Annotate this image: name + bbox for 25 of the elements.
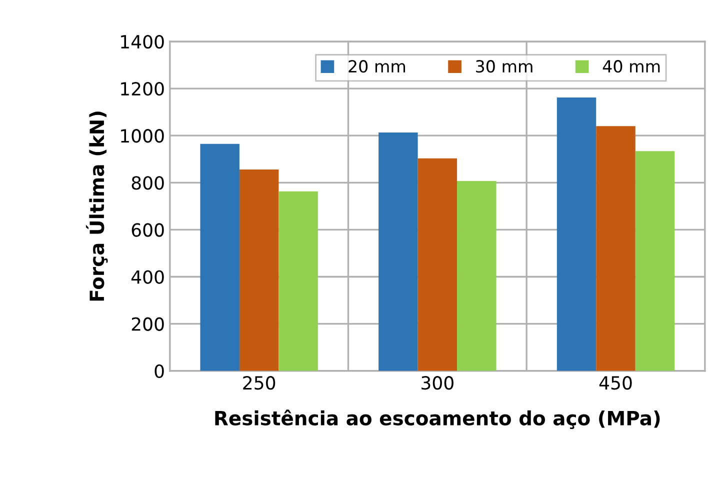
legend-label: 30 mm	[476, 60, 532, 73]
bar	[596, 126, 636, 371]
legend-label: 20 mm	[348, 60, 406, 73]
bar	[418, 158, 458, 371]
y-tick-label: 1200	[121, 82, 164, 96]
y-tick-label: 1000	[121, 129, 164, 143]
bar	[556, 97, 596, 371]
x-axis-title: Resistência ao escoamento do aço (MPa)	[215, 410, 660, 430]
y-tick-label: 400	[131, 270, 164, 284]
bar	[635, 151, 675, 371]
y-tick-label: 1400	[121, 34, 164, 49]
legend-label: 40 mm	[602, 60, 660, 73]
bar	[278, 191, 318, 371]
x-tick-label: 300	[422, 376, 454, 390]
bar	[457, 181, 496, 371]
y-tick-label: 200	[132, 317, 164, 331]
y-axis-title: Força Última (kN)	[86, 112, 108, 301]
bar	[378, 132, 418, 371]
x-tick-label: 250	[243, 376, 276, 390]
y-tick-label: 600	[132, 223, 164, 237]
y-tick-label: 800	[132, 176, 164, 190]
bar	[239, 169, 279, 371]
y-tick-label: 0	[154, 364, 164, 378]
bar	[200, 144, 240, 371]
x-tick-label: 450	[599, 376, 632, 390]
